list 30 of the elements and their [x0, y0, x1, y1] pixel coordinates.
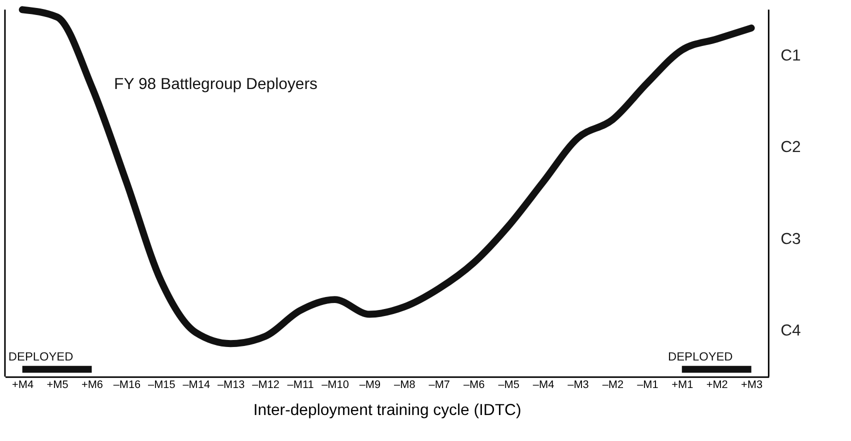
x-tick-label: +M6: [81, 379, 104, 392]
x-tick-label: +M5: [46, 379, 68, 392]
x-tick-label: –M9: [359, 379, 381, 392]
text: C2: [780, 139, 802, 156]
x-tick-label: –M2: [602, 379, 624, 392]
series-label: DEPLOYED: [668, 349, 734, 364]
annotation: FY 98 Battlegroup Deployers: [114, 76, 318, 94]
x-tick-label: +M4: [12, 379, 34, 392]
x-tick-label: –M8: [394, 379, 416, 392]
x-tick-label: –M4: [532, 379, 554, 392]
x-tick-label: –M6: [463, 379, 485, 392]
x-tick-label: –M10: [322, 379, 349, 392]
x-tick-label: –M11: [287, 379, 314, 392]
x-tick-label: +M1: [672, 379, 694, 392]
x-tick-label: –M14: [182, 379, 210, 392]
x-tick-label: –M13: [217, 379, 245, 392]
x-tick-label: –M1: [637, 379, 658, 392]
x-axis-title: Inter-deployment training cycle (IDTC): [253, 402, 522, 419]
text: C4: [780, 322, 802, 340]
x-tick-label: –M15: [148, 379, 176, 392]
x-tick-label: +M3: [741, 379, 763, 392]
x-tick-label: –M7: [428, 379, 450, 392]
x-tick-label: –M3: [568, 379, 589, 392]
x-tick-label: –M12: [252, 379, 280, 392]
x-tick-label: +M2: [706, 379, 728, 392]
series-label: DEPLOYED: [8, 349, 74, 364]
x-tick-label: –M5: [498, 379, 520, 392]
text: C3: [780, 230, 802, 248]
text: C1: [780, 47, 802, 64]
x-tick-label: –M16: [113, 379, 141, 392]
